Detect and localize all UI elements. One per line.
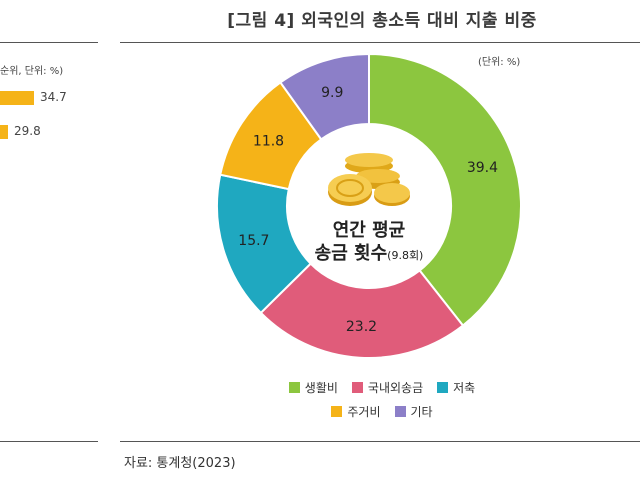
left-bar-1	[0, 91, 34, 105]
donut-slices	[216, 52, 522, 359]
center-line2: 송금 횟수(9.8회)	[315, 243, 424, 264]
left-bar-label-1: 34.7	[40, 90, 67, 104]
left-chart-fragment: 순위, 단위: %) 34.7 29.8	[0, 0, 100, 480]
bottom-rule	[120, 441, 640, 442]
legend-swatch-remittance	[351, 382, 363, 393]
legend-label-housing: 주거비	[347, 405, 381, 419]
unit-label: (단위: %)	[478, 57, 521, 68]
legend-item-remittance: 국내외송금	[351, 379, 424, 396]
slice-label-remittance: 23.2	[346, 319, 377, 335]
donut-slice-labels: 39.4 23.2 15.7 11.8 9.9	[238, 85, 498, 335]
legend-item-savings: 저축	[437, 379, 475, 396]
legend-row-1: 생활비 국내외송금 저축	[232, 379, 532, 396]
slice-label-savings: 15.7	[238, 233, 269, 249]
legend-swatch-living	[288, 382, 300, 393]
slice-living	[368, 52, 522, 327]
legend-swatch-other	[394, 406, 406, 417]
legend-label-other: 기타	[410, 405, 433, 419]
legend-label-living: 생활비	[304, 381, 338, 395]
center-line2-main: 송금 횟수	[315, 243, 388, 264]
chart-title: [그림 4] 외국인의 총소득 대비 지출 비중	[227, 11, 537, 31]
left-bottom-rule	[0, 441, 98, 442]
left-bar-2	[0, 125, 8, 139]
title-rule	[120, 42, 640, 43]
center-line1: 연간 평균	[333, 220, 406, 241]
left-bar-label-2: 29.8	[14, 124, 41, 138]
center-disc	[293, 130, 445, 282]
legend-item-living: 생활비	[288, 379, 338, 396]
slice-remittance	[259, 262, 465, 359]
legend-item-housing: 주거비	[331, 403, 381, 420]
legend-swatch-savings	[437, 382, 449, 393]
left-top-rule	[0, 42, 98, 43]
slice-label-living: 39.4	[467, 160, 498, 176]
legend-label-remittance: 국내외송금	[367, 381, 424, 395]
coins-icon	[328, 153, 410, 206]
legend-row-2: 주거비 기타	[232, 403, 532, 420]
slice-label-other: 9.9	[321, 85, 343, 101]
center-line2-small: (9.8회)	[387, 249, 423, 262]
legend-swatch-housing	[331, 406, 343, 417]
chart-legend: 생활비 국내외송금 저축 주거비 기타	[232, 379, 532, 427]
slice-other	[279, 52, 370, 141]
slice-label-housing: 11.8	[253, 133, 284, 149]
legend-item-other: 기타	[394, 403, 433, 420]
legend-label-savings: 저축	[453, 381, 476, 395]
left-unit-label: 순위, 단위: %)	[0, 66, 64, 77]
source-label: 자료: 통계청(2023)	[124, 456, 236, 471]
